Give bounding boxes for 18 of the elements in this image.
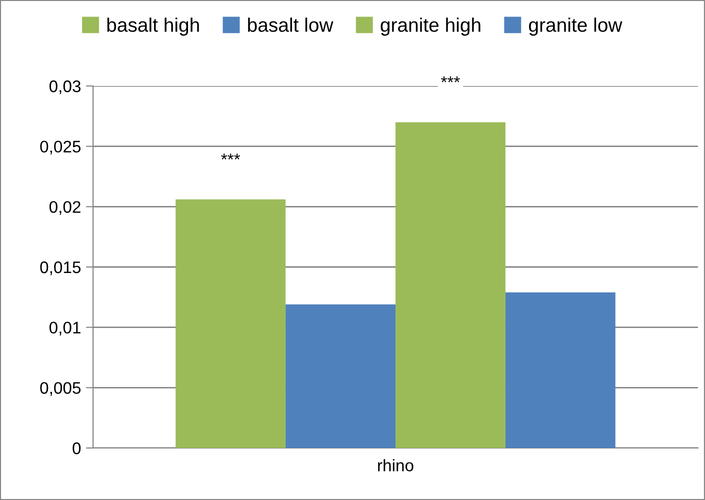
bar [505,292,616,448]
y-tick-label: 0,015 [40,261,81,276]
annotation: *** [221,154,240,160]
y-tick-label: 0,005 [40,382,81,396]
text: *** [441,76,460,82]
legend-label: basalt high [107,18,199,36]
y-tick-label: 0,03 [49,80,81,94]
legend-label: granite high [380,18,480,36]
bar [176,199,286,448]
bar [396,122,506,448]
y-tick-label: 0,02 [49,201,80,215]
y-tick-label: 0 [72,442,81,454]
x-tick-label: rhino [378,459,414,472]
bar [286,304,396,448]
y-tick-label: 0,01 [49,322,80,336]
y-tick-label: 0,025 [40,140,81,155]
legend-label: basalt low [248,18,334,32]
legend-label: granite low [529,18,622,36]
